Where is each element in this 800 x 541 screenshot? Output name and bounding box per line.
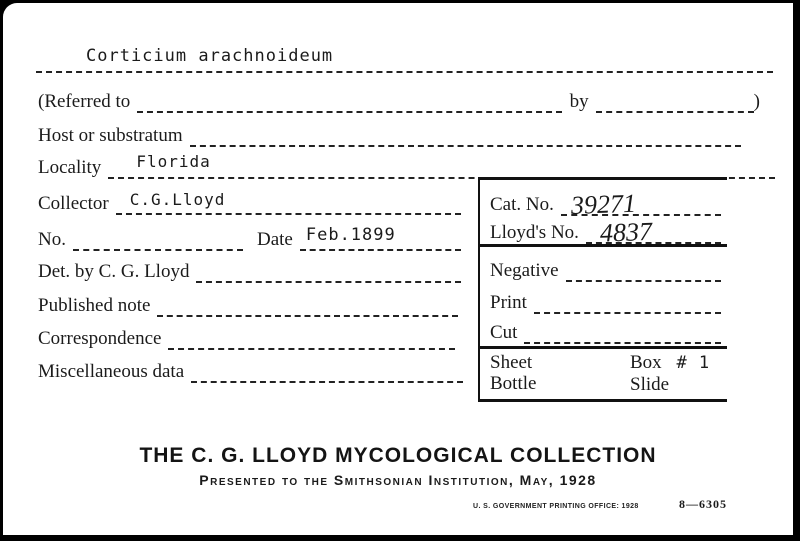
collection-title: THE C. G. LLOYD MYCOLOGICAL COLLECTION xyxy=(139,444,657,467)
collection-subtitle: Presented to the Smithsonian Institution… xyxy=(199,472,597,488)
dotted-leader: Florida xyxy=(108,152,775,179)
collector-label: Collector xyxy=(38,193,109,215)
catalog-box: Cat. No. 39271 Lloyd's No. 4837 Negative… xyxy=(478,177,727,402)
form-number: 8—6305 xyxy=(679,497,727,511)
date-label: Date xyxy=(256,229,293,251)
dotted-leader xyxy=(524,342,721,344)
box-line: Box # 1 xyxy=(630,352,710,374)
printing-office-line: U. S. GOVERNMENT PRINTING OFFICE: 1928 xyxy=(473,503,639,510)
published-note-label: Published note xyxy=(38,295,151,317)
dotted-leader xyxy=(189,145,741,147)
det-row: Det. by C. G. Lloyd xyxy=(38,255,461,283)
dotted-leader xyxy=(137,111,562,113)
miscellaneous-data-label: Miscellaneous data xyxy=(38,361,185,383)
cut-label: Cut xyxy=(490,322,518,343)
dotted-leader xyxy=(191,381,463,383)
referred-by-label: by xyxy=(569,91,589,113)
cat-no-label: Cat. No. xyxy=(490,194,554,215)
dotted-leader: 39271 xyxy=(560,184,721,220)
dotted-leader xyxy=(196,281,461,283)
dotted-leader xyxy=(565,280,721,282)
dotted-leader xyxy=(168,348,455,350)
locality-row: Locality Florida xyxy=(38,151,775,179)
published-note-row: Published note xyxy=(38,289,458,317)
locality-value: Florida xyxy=(136,151,211,171)
box-label: Box xyxy=(630,352,662,373)
cat-no-row: Cat. No. 39271 xyxy=(490,184,721,220)
dotted-leader xyxy=(533,312,721,314)
referred-row: (Referred to by ) xyxy=(38,85,760,113)
det-label: Det. by C. G. Lloyd xyxy=(38,261,190,283)
bottle-label: Bottle xyxy=(490,373,537,394)
no-date-row: No. Date Feb.1899 xyxy=(38,221,461,251)
sheet-label: Sheet xyxy=(490,352,533,373)
referred-open-label: (Referred to xyxy=(38,91,131,113)
storage-grid: Sheet Bottle Box # 1 Slide xyxy=(490,352,721,395)
negative-row: Negative xyxy=(490,254,721,282)
dotted-leader: C.G.Lloyd xyxy=(115,190,461,215)
host-row: Host or substratum xyxy=(38,119,741,147)
collector-value: C.G.Lloyd xyxy=(129,189,226,209)
miscellaneous-data-row: Miscellaneous data xyxy=(38,355,463,383)
dotted-leader: Feb.1899 xyxy=(299,225,461,251)
lloyds-no-row: Lloyd's No. 4837 xyxy=(490,216,721,248)
print-row: Print xyxy=(490,286,721,314)
storage-col2: Box # 1 Slide xyxy=(630,352,710,395)
dotted-leader xyxy=(72,249,243,251)
slide-label: Slide xyxy=(630,374,670,395)
dotted-leader xyxy=(157,315,458,317)
print-label: Print xyxy=(490,292,527,313)
species-row: Corticium arachnoideum xyxy=(36,41,773,73)
species-name: Corticium arachnoideum xyxy=(86,46,334,67)
cut-row: Cut xyxy=(490,317,721,344)
date-value: Feb.1899 xyxy=(305,225,396,246)
dotted-leader: Corticium arachnoideum xyxy=(36,47,773,73)
referred-close-label: ) xyxy=(753,91,760,113)
box-divider xyxy=(480,244,727,247)
specimen-card: Corticium arachnoideum (Referred to by )… xyxy=(3,3,793,535)
dotted-leader xyxy=(595,111,754,113)
dotted-leader: 4837 xyxy=(585,212,721,248)
correspondence-label: Correspondence xyxy=(38,328,162,350)
correspondence-row: Correspondence xyxy=(38,322,455,350)
host-label: Host or substratum xyxy=(38,125,183,147)
collector-row: Collector C.G.Lloyd xyxy=(38,187,461,215)
negative-label: Negative xyxy=(490,260,559,281)
lloyds-no-label: Lloyd's No. xyxy=(490,222,579,243)
locality-label: Locality xyxy=(38,157,102,179)
no-label: No. xyxy=(38,229,66,251)
box-value: # 1 xyxy=(676,353,711,373)
box-divider xyxy=(480,346,727,349)
